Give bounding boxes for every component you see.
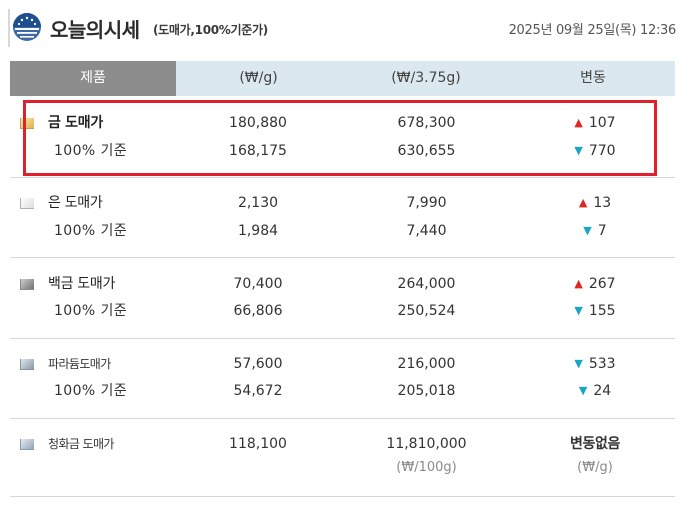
standard-label: 100% 기준 bbox=[54, 223, 128, 239]
table-row: 100% 기준 1,984 7,440 ▼ 7 bbox=[10, 218, 675, 244]
unit-note-gram: (₩/g) bbox=[577, 460, 613, 475]
price-per-gram: 70,400 bbox=[233, 276, 283, 292]
silver-swatch-icon bbox=[20, 198, 34, 209]
table-row: 100% 기준 66,806 250,524 ▼ 155 bbox=[10, 298, 675, 324]
price-per-don: 250,524 bbox=[397, 303, 456, 319]
table-row: 100% 기준 168,175 630,655 ▼ 770 bbox=[10, 138, 675, 164]
standard-label: 100% 기준 bbox=[54, 383, 128, 399]
page-title: 오늘의시세 bbox=[50, 18, 140, 42]
price-per-don: 678,300 bbox=[397, 115, 456, 131]
price-group-silver: 은 도매가 2,130 7,990 ▲ 13 100% 기준 1,984 7,44… bbox=[10, 178, 675, 258]
price-group-palladium: 파라듐도매가 57,600 216,000 ▼ 533 100% 기준 54,67… bbox=[10, 339, 675, 419]
change-amount: 24 bbox=[593, 383, 612, 399]
table-row: 금 도매가 180,880 678,300 ▲ 107 bbox=[10, 110, 675, 136]
arrow-down-icon: ▼ bbox=[574, 144, 583, 157]
price-group-platinum: 백금 도매가 70,400 264,000 ▲ 267 100% 기준 66,80… bbox=[10, 258, 675, 339]
change-value: ▼ 7 bbox=[550, 218, 640, 245]
cyanide-gold-swatch-icon bbox=[20, 439, 34, 450]
arrow-down-icon: ▼ bbox=[583, 224, 592, 237]
timestamp: 2025년 09월 25일(목) 12:36 bbox=[508, 23, 677, 38]
product-name[interactable]: 금 도매가 bbox=[48, 115, 103, 131]
change-value: ▲ 107 bbox=[550, 110, 640, 137]
price-per-gram: 1,984 bbox=[237, 223, 279, 239]
price-per-don: 630,655 bbox=[397, 143, 456, 159]
price-per-don: 205,018 bbox=[397, 383, 456, 399]
table-row: 파라듐도매가 57,600 216,000 ▼ 533 bbox=[10, 351, 675, 377]
change-amount: 13 bbox=[593, 195, 612, 211]
column-header-per-gram: (₩/g) bbox=[239, 70, 278, 86]
column-header-product: 제품 bbox=[10, 61, 176, 96]
change-value: ▼ 155 bbox=[550, 298, 640, 325]
change-amount: 107 bbox=[588, 115, 616, 131]
price-per-100g: 11,810,000 bbox=[386, 436, 467, 452]
change-amount: 155 bbox=[588, 303, 616, 319]
table-row: 100% 기준 54,672 205,018 ▼ 24 bbox=[10, 378, 675, 404]
change-amount: 7 bbox=[597, 223, 607, 239]
globe-icon bbox=[13, 13, 41, 41]
price-per-gram: 118,100 bbox=[229, 436, 287, 452]
no-change-label: 변동없음 bbox=[570, 436, 620, 452]
price-per-gram: 2,130 bbox=[237, 195, 279, 211]
price-per-gram: 180,880 bbox=[229, 115, 287, 131]
column-header-change: 변동 bbox=[580, 70, 606, 86]
change-amount: 533 bbox=[588, 356, 616, 372]
change-value: ▼ 770 bbox=[550, 138, 640, 165]
product-name[interactable]: 파라듐도매가 bbox=[48, 357, 111, 371]
arrow-down-icon: ▼ bbox=[574, 357, 583, 370]
arrow-down-icon: ▼ bbox=[574, 304, 583, 317]
arrow-up-icon: ▲ bbox=[574, 116, 583, 129]
table-row: 백금 도매가 70,400 264,000 ▲ 267 bbox=[10, 271, 675, 297]
price-per-don: 7,440 bbox=[406, 223, 447, 239]
change-amount: 770 bbox=[588, 143, 616, 159]
price-per-gram: 66,806 bbox=[233, 303, 283, 319]
standard-label: 100% 기준 bbox=[54, 303, 128, 319]
price-per-gram: 168,175 bbox=[229, 143, 287, 159]
column-header-per-don: (₩/3.75g) bbox=[391, 70, 461, 86]
page-subtitle: (도매가,100%기준가) bbox=[153, 23, 268, 37]
palladium-swatch-icon bbox=[20, 359, 34, 370]
arrow-up-icon: ▲ bbox=[578, 196, 588, 209]
product-name[interactable]: 은 도매가 bbox=[48, 195, 103, 211]
price-per-don: 7,990 bbox=[406, 195, 447, 211]
product-name[interactable]: 백금 도매가 bbox=[48, 276, 116, 292]
price-per-don: 216,000 bbox=[397, 356, 456, 372]
change-amount: 267 bbox=[588, 276, 616, 292]
standard-label: 100% 기준 bbox=[54, 143, 128, 159]
table-header: 제품 (₩/g) (₩/3.75g) 변동 bbox=[10, 61, 675, 96]
gold-swatch-icon bbox=[20, 118, 34, 129]
price-per-don: 264,000 bbox=[397, 276, 456, 292]
change-value: ▼ 533 bbox=[550, 351, 640, 378]
table-row: 청화금 도매가 118,100 11,810,000 변동없음 bbox=[10, 431, 675, 457]
table-row: 은 도매가 2,130 7,990 ▲ 13 bbox=[10, 190, 675, 216]
table-row: (₩/100g) (₩/g) bbox=[10, 455, 675, 481]
arrow-up-icon: ▲ bbox=[574, 277, 583, 290]
price-per-gram: 57,600 bbox=[233, 356, 283, 372]
change-value: ▲ 13 bbox=[550, 190, 640, 217]
price-per-gram: 54,672 bbox=[233, 383, 283, 399]
unit-note-100g: (₩/100g) bbox=[396, 460, 457, 475]
arrow-down-icon: ▼ bbox=[578, 384, 588, 397]
page-header: 오늘의시세 (도매가,100%기준가) 2025년 09월 25일(목) 12:… bbox=[0, 0, 689, 50]
product-name[interactable]: 청화금 도매가 bbox=[48, 437, 114, 451]
highlight-box bbox=[23, 100, 657, 176]
change-value: ▲ 267 bbox=[550, 271, 640, 298]
header-divider bbox=[8, 9, 10, 47]
price-group-gold: 금 도매가 180,880 678,300 ▲ 107 100% 기준 168,1… bbox=[10, 96, 675, 178]
price-group-cyanide-gold: 청화금 도매가 118,100 11,810,000 변동없음 (₩/100g)… bbox=[10, 419, 675, 497]
change-value: ▼ 24 bbox=[550, 378, 640, 405]
platinum-swatch-icon bbox=[20, 279, 34, 290]
